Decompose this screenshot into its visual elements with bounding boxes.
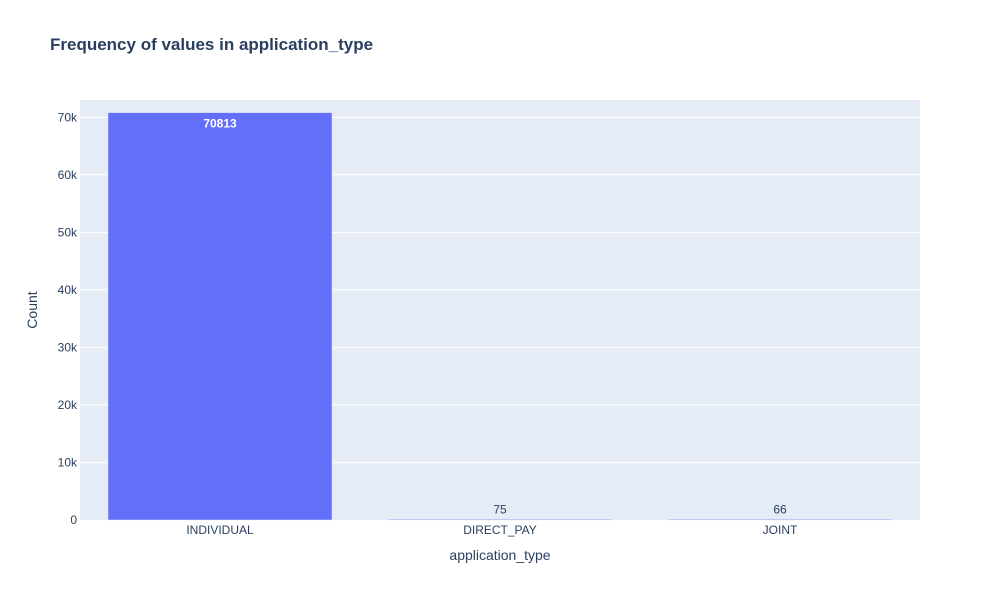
chart-title: Frequency of values in application_type <box>50 35 373 54</box>
bar-data-label: 70813 <box>203 117 237 131</box>
y-tick-label: 40k <box>58 283 78 297</box>
y-tick-label: 20k <box>58 398 78 412</box>
y-tick-label: 70k <box>58 110 78 124</box>
bar[interactable] <box>107 112 333 521</box>
bar[interactable] <box>667 518 893 521</box>
bar-data-labels: 70813 75 66 <box>203 117 787 517</box>
x-tick-label: JOINT <box>763 523 798 537</box>
x-axis-title: application_type <box>449 547 550 563</box>
bar-data-label: 66 <box>773 503 787 517</box>
x-tick-label: DIRECT_PAY <box>463 523 537 537</box>
x-tick-label: INDIVIDUAL <box>186 523 254 537</box>
bar-data-label: 75 <box>493 503 507 517</box>
y-axis-title: Count <box>24 291 40 328</box>
y-tick-label: 0 <box>70 513 77 527</box>
y-tick-label: 10k <box>58 455 78 469</box>
bars <box>107 112 893 521</box>
y-axis-ticks: 0 10k 20k 30k 40k 50k 60k 70k <box>58 110 78 527</box>
y-tick-label: 60k <box>58 168 78 182</box>
bar[interactable] <box>387 518 613 521</box>
y-tick-label: 30k <box>58 340 78 354</box>
y-tick-label: 50k <box>58 225 78 239</box>
x-axis-ticks: INDIVIDUAL DIRECT_PAY JOINT <box>186 523 798 537</box>
